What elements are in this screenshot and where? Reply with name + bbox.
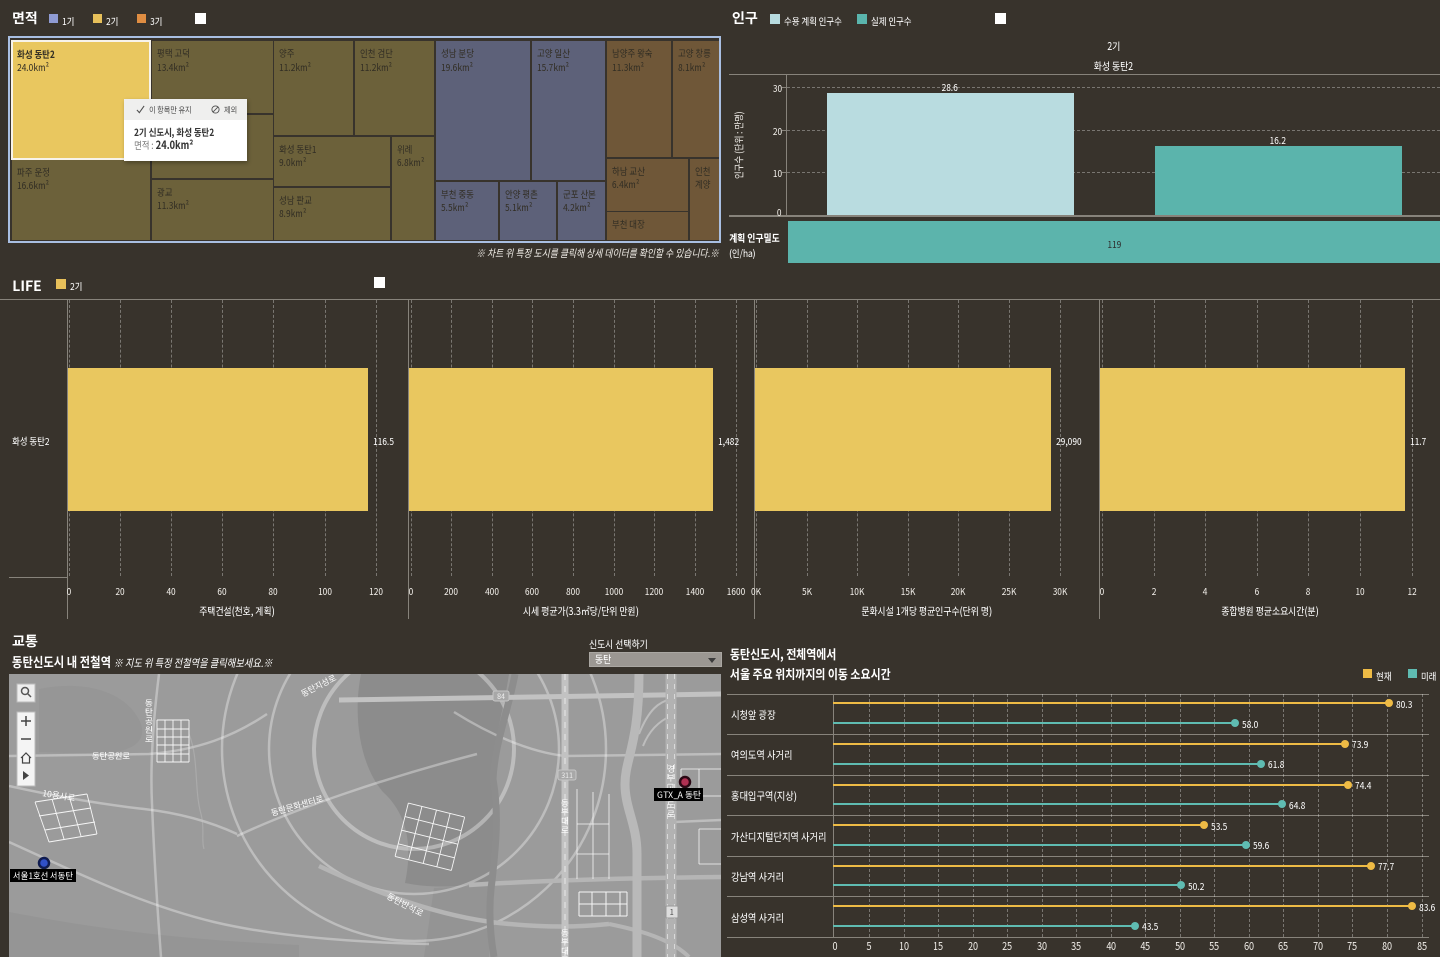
svg-text:311: 311	[561, 771, 573, 781]
svg-text:서울1호선 서동탄: 서울1호선 서동탄	[13, 869, 74, 882]
svg-text:1: 1	[670, 907, 675, 918]
svg-text:동탄공원로: 동탄공원로	[145, 697, 153, 745]
svg-text:10용사로: 10용사로	[42, 787, 77, 804]
svg-text:동탄공원로: 동탄공원로	[92, 750, 130, 762]
svg-text:84: 84	[497, 692, 505, 702]
svg-text:GTX_A 동탄: GTX_A 동탄	[657, 788, 702, 801]
